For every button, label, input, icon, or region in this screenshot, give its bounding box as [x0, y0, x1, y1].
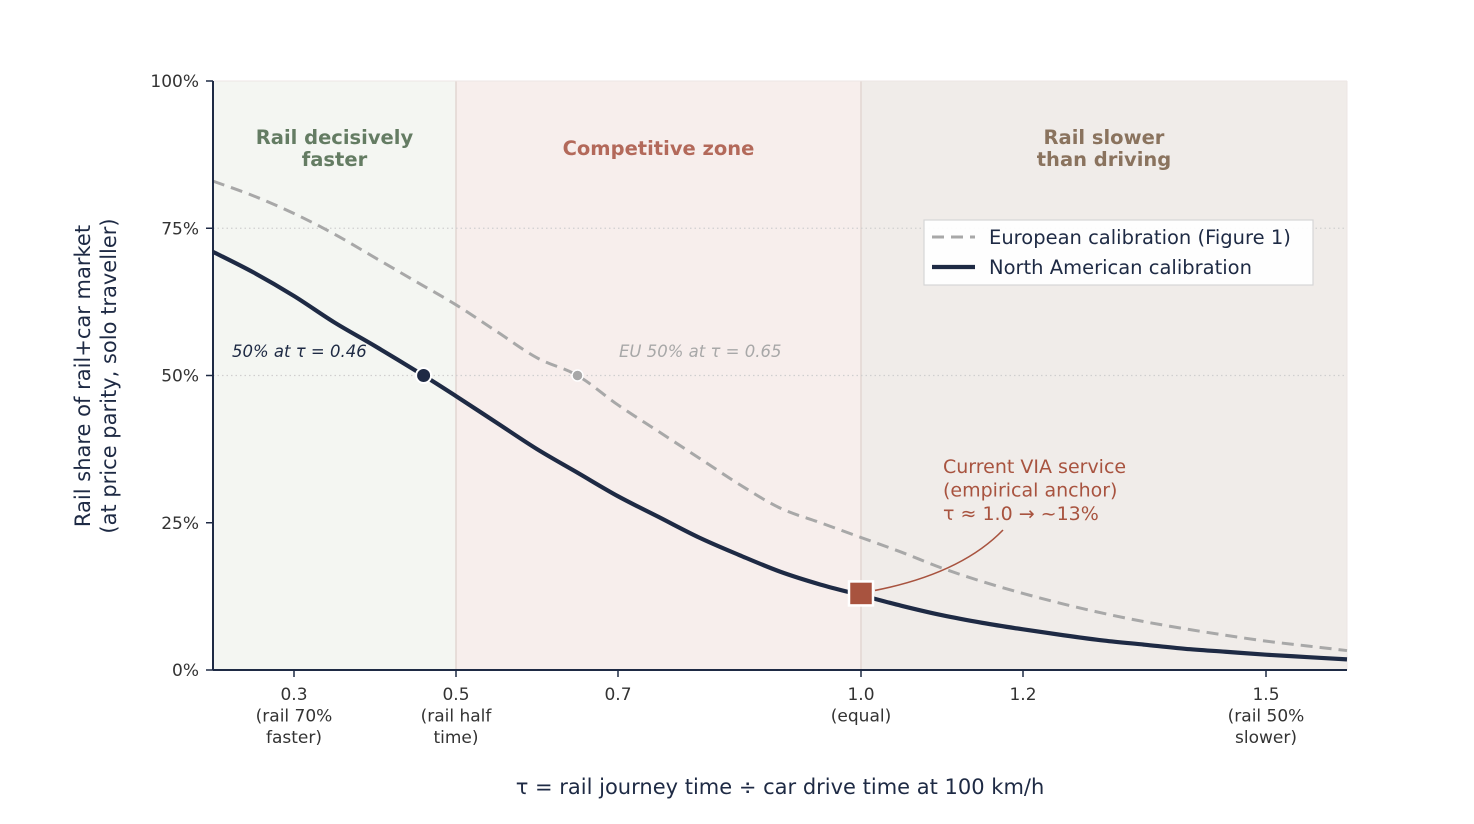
annotation-na-50: 50% at τ = 0.46	[232, 342, 367, 361]
x-axis-title: τ = rail journey time ÷ car drive time a…	[516, 775, 1045, 799]
legend: European calibration (Figure 1) North Ame…	[923, 219, 1314, 286]
zone-label-competitive: Competitive zone	[563, 137, 755, 160]
x-tick-label: 0.7	[604, 685, 631, 705]
via-anchor-marker	[847, 580, 875, 607]
annotation-via-line: τ ≈ 1.0 → ~13%	[943, 503, 1099, 525]
x-tick-label: faster)	[266, 728, 322, 748]
na-50-point	[415, 367, 433, 384]
curves	[212, 179, 1348, 662]
x-tick-label: (rail 50%	[1228, 707, 1305, 727]
x-tick-label: 1.5	[1252, 685, 1279, 705]
y-tick-label: 50%	[161, 367, 199, 387]
markers	[415, 367, 1004, 607]
zone-label-slow: than driving	[1037, 148, 1172, 171]
x-tick-label: time)	[433, 728, 478, 748]
series-european-line	[212, 179, 1348, 653]
x-tick-label: 0.5	[442, 685, 469, 705]
annotation-eu-50: EU 50% at τ = 0.65	[619, 342, 781, 361]
annotations: 50% at τ = 0.46 EU 50% at τ = 0.65 Current…	[232, 342, 1126, 525]
y-axis-title-line: Rail share of rail+car market	[71, 225, 95, 527]
annotation-via-line: Current VIA service	[943, 456, 1126, 478]
x-tick-label: 1.0	[847, 685, 874, 705]
x-tick-label: (rail half	[421, 707, 493, 727]
y-axis-title-line: (at price parity, solo traveller)	[97, 218, 121, 533]
x-tick-label: slower)	[1235, 728, 1297, 748]
legend-box	[923, 219, 1314, 286]
axis-titles: τ = rail journey time ÷ car drive time a…	[71, 218, 1044, 799]
y-tick-label: 25%	[161, 514, 199, 534]
zone-label-fast: Rail decisively	[256, 126, 414, 149]
tick-labels: 0%25%50%75%100%0.3(rail 70%faster)0.5(ra…	[150, 72, 1304, 748]
zone-label-slow: Rail slower	[1044, 126, 1165, 149]
y-tick-label: 0%	[172, 661, 199, 681]
legend-label-european: European calibration (Figure 1)	[989, 226, 1291, 249]
x-tick-label: (equal)	[831, 707, 891, 727]
x-tick-label: 0.3	[280, 685, 307, 705]
y-tick-label: 100%	[150, 72, 199, 92]
y-tick-label: 75%	[161, 219, 199, 239]
series-north-american-line	[212, 249, 1348, 662]
annotation-via-line: (empirical anchor)	[943, 480, 1117, 502]
x-tick-label: 1.2	[1009, 685, 1036, 705]
via-connector	[874, 529, 1004, 592]
legend-label-north-american: North American calibration	[989, 256, 1252, 279]
eu-50-point	[571, 369, 584, 382]
zone-label-fast: faster	[302, 148, 368, 171]
x-tick-label: (rail 70%	[256, 707, 333, 727]
